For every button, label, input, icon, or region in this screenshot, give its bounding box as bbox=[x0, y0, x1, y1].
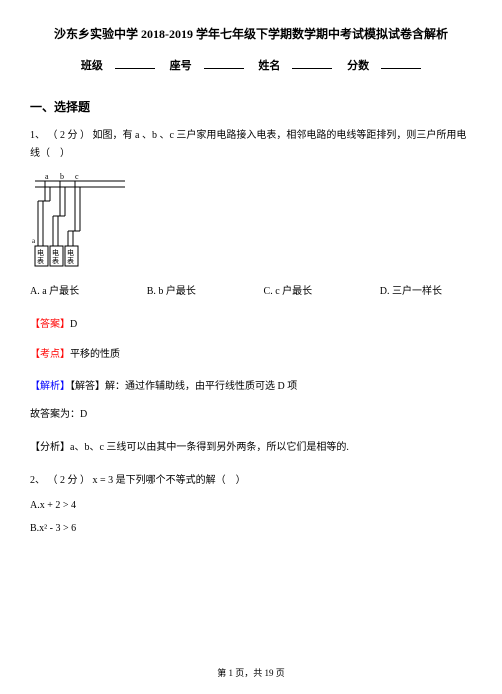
q1-opt-a: A. a 户最长 bbox=[30, 282, 79, 297]
q1-opt-d: D. 三户一样长 bbox=[380, 282, 442, 297]
answer-block: 【答案】D bbox=[30, 315, 472, 330]
q2-prefix: 2、 bbox=[30, 475, 45, 486]
kaodian-value: 平移的性质 bbox=[70, 349, 120, 360]
info-row: 班级 座号 姓名 分数 bbox=[30, 57, 472, 73]
meter-label-1: 电 bbox=[37, 248, 44, 257]
label-b: b bbox=[60, 172, 64, 181]
score-label: 分数 bbox=[347, 60, 369, 72]
q1-text: 如图，有 a 、b 、c 三户家用电路接入电表，相邻电路的电线等距排列，则三户所… bbox=[30, 130, 466, 159]
jieda-text: 解：通过作辅助线，由平行线性质可选 D 项 bbox=[105, 381, 297, 392]
svg-text:表: 表 bbox=[52, 256, 59, 265]
q2-options: A.x + 2 > 4 B.x² - 3 > 6 bbox=[30, 500, 472, 534]
class-label: 班级 bbox=[81, 60, 103, 72]
q1-opt-c: C. c 户最长 bbox=[264, 282, 313, 297]
q2-opt-b: B.x² - 3 > 6 bbox=[30, 523, 472, 534]
q1-prefix: 1、 bbox=[30, 130, 45, 141]
jieda-label: 【解答】 bbox=[70, 381, 105, 392]
doc-title: 沙东乡实验中学 2018-2019 学年七年级下学期数学期中考试模拟试卷含解析 bbox=[30, 25, 472, 42]
page-footer: 第 1 页，共 19 页 bbox=[0, 666, 502, 679]
answer-label: 【答案】 bbox=[30, 319, 70, 330]
seat-blank bbox=[204, 68, 244, 69]
label-a: a bbox=[45, 172, 49, 181]
q1-options: A. a 户最长 B. b 户最长 C. c 户最长 D. 三户一样长 bbox=[30, 282, 472, 297]
q2-opt-a: A.x + 2 > 4 bbox=[30, 500, 472, 511]
question-2: 2、 （ 2 分 ） x = 3 是下列哪个不等式的解（ ） bbox=[30, 472, 472, 490]
kaodian-block: 【考点】平移的性质 bbox=[30, 345, 472, 360]
svg-text:表: 表 bbox=[67, 256, 74, 265]
fenxi-label: 【分析】 bbox=[30, 442, 70, 453]
q1-points: （ 2 分 ） bbox=[48, 130, 91, 141]
score-blank bbox=[381, 68, 421, 69]
kaodian-label: 【考点】 bbox=[30, 349, 70, 360]
q2-points: （ 2 分 ） bbox=[48, 475, 91, 486]
section-header: 一、选择题 bbox=[30, 98, 472, 115]
meter-label-3: 电 bbox=[67, 248, 74, 257]
class-blank bbox=[115, 68, 155, 69]
svg-text:a: a bbox=[32, 237, 36, 245]
gu-text: 故答案为：D bbox=[30, 406, 472, 424]
answer-value: D bbox=[70, 319, 77, 330]
question-1: 1、 （ 2 分 ） 如图，有 a 、b 、c 三户家用电路接入电表，相邻电路的… bbox=[30, 127, 472, 163]
name-blank bbox=[292, 68, 332, 69]
jiexi-block: 【解析】【解答】解：通过作辅助线，由平行线性质可选 D 项 故答案为：D 【分析… bbox=[30, 378, 472, 457]
seat-label: 座号 bbox=[170, 60, 192, 72]
fenxi-text: a、b、c 三线可以由其中一条得到另外两条，所以它们是相等的. bbox=[70, 442, 349, 453]
jiexi-label: 【解析】 bbox=[30, 381, 70, 392]
meter-label-2: 电 bbox=[52, 248, 59, 257]
svg-text:表: 表 bbox=[37, 256, 44, 265]
name-label: 姓名 bbox=[258, 60, 280, 72]
circuit-diagram: a b c 电 表 电 表 电 表 a bbox=[30, 171, 472, 274]
label-c: c bbox=[75, 172, 79, 181]
q1-opt-b: B. b 户最长 bbox=[147, 282, 196, 297]
q2-text: x = 3 是下列哪个不等式的解（ ） bbox=[93, 475, 246, 486]
